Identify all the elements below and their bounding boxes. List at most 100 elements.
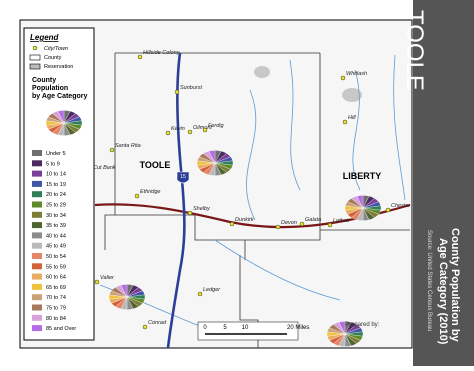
legend-age-label: 10 to 14 — [46, 172, 66, 178]
scale-label: 20 Miles — [287, 325, 309, 331]
pie-slice — [57, 110, 65, 124]
city-marker — [187, 129, 193, 135]
legend-title: Legend — [30, 33, 60, 42]
legend-city — [32, 45, 38, 51]
highway-shield — [176, 171, 190, 184]
county-label: TOOLE — [140, 160, 171, 170]
sidebar-subtitle: Age Category (2010) — [437, 238, 449, 345]
legend-swatch — [32, 253, 42, 259]
city-label: Cut Bank — [93, 165, 116, 171]
legend-age-label: 80 to 84 — [46, 316, 66, 322]
city-label: Whitlash — [346, 71, 367, 77]
legend-age-label: 5 to 9 — [46, 161, 60, 167]
city-marker — [275, 224, 281, 230]
terrain — [342, 88, 362, 102]
legend-item: Reservation — [44, 64, 73, 70]
pie-slice — [208, 150, 216, 164]
legend-age-label: 25 to 29 — [46, 203, 66, 209]
scale-box — [197, 321, 299, 341]
legend-county — [29, 54, 41, 61]
legend-swatch — [32, 263, 42, 270]
legend-swatch — [32, 314, 42, 321]
city-marker — [137, 54, 143, 60]
legend-swatch — [32, 222, 42, 229]
city-label: Santa Rita — [115, 143, 141, 149]
legend-swatch — [32, 201, 42, 208]
legend-age-label: 35 to 39 — [46, 223, 66, 229]
legend-age-label: 50 to 54 — [46, 254, 66, 260]
county-line — [104, 52, 410, 260]
city-marker — [94, 279, 100, 285]
legend-swatch — [32, 191, 42, 198]
legend-swatch — [32, 232, 42, 239]
city-label: Hillside Colony — [143, 50, 181, 56]
legend-swatch — [32, 294, 42, 301]
pie-slice — [356, 195, 364, 209]
legend-age-label: 40 to 44 — [46, 233, 66, 239]
city-marker — [229, 221, 235, 227]
city-marker — [342, 119, 348, 125]
interstate — [166, 52, 186, 349]
legend-age-label: 45 to 49 — [46, 244, 66, 250]
legend-swatch — [32, 150, 42, 156]
city-marker — [299, 221, 305, 227]
terrain — [254, 66, 270, 78]
sidebar-subtitle: County Population by — [449, 228, 461, 343]
city-label: Ferdig — [208, 123, 225, 129]
legend-age-label: 60 to 64 — [46, 275, 66, 281]
legend-age-label: Under 5 — [46, 151, 66, 157]
city-label: Galata — [305, 217, 321, 223]
legend-item: City/Town — [44, 46, 68, 52]
legend-item: County — [44, 55, 62, 61]
pie-slice — [338, 321, 346, 335]
county-label: LIBERTY — [343, 171, 382, 181]
legend-age-label: 75 to 79 — [46, 306, 66, 312]
credit: Prepared by: — [345, 322, 380, 328]
legend-reservation — [29, 63, 41, 70]
legend-swatch — [32, 273, 42, 280]
city-label: Conrad — [148, 320, 167, 326]
scale-label: 0 — [203, 325, 207, 331]
legend-swatch — [32, 211, 42, 218]
city-label: Hill — [348, 115, 356, 121]
city-marker — [134, 193, 140, 199]
legend-age-label: 65 to 69 — [46, 285, 66, 291]
legend-age-label: 15 to 19 — [46, 182, 66, 188]
legend-swatch — [32, 180, 42, 187]
legend-pie-title: County Population by Age Category — [32, 77, 87, 100]
city-marker — [187, 210, 193, 216]
highway-label: 15 — [180, 174, 186, 180]
city-marker — [202, 127, 208, 133]
city-marker — [109, 147, 115, 153]
scale-label: 5 — [223, 325, 227, 331]
sidebar-title: TOOLE — [401, 10, 428, 91]
legend-swatch — [32, 160, 42, 167]
pie-slice — [120, 284, 128, 298]
legend-age-label: 30 to 34 — [46, 213, 66, 219]
city-marker — [142, 324, 148, 330]
city-label: Dunkirk — [235, 217, 254, 223]
legend-age-label: 85 and Over — [46, 326, 76, 332]
city-label: Kevin — [171, 126, 185, 132]
legend-swatch — [32, 170, 42, 177]
city-label: Ethridge — [140, 189, 161, 195]
legend-age-label: 55 to 59 — [46, 264, 66, 270]
sidebar-source: Source: United States Census Bureau — [426, 230, 432, 331]
railroad — [94, 203, 411, 229]
city-marker — [327, 222, 333, 228]
city-label: Chester — [391, 203, 411, 209]
legend-swatch — [32, 242, 42, 249]
city-marker — [174, 89, 180, 95]
legend-swatch — [32, 283, 42, 290]
city-label: Sunburst — [180, 85, 202, 91]
city-marker — [165, 130, 171, 136]
legend-age-label: 70 to 74 — [46, 295, 66, 301]
city-marker — [385, 207, 391, 213]
legend-swatch — [32, 304, 42, 311]
sidebar — [413, 0, 474, 366]
legend-age-label: 20 to 24 — [46, 192, 66, 198]
city-label: Shelby — [193, 206, 211, 212]
city-label: Lothair — [333, 218, 351, 224]
city-marker — [340, 75, 346, 81]
